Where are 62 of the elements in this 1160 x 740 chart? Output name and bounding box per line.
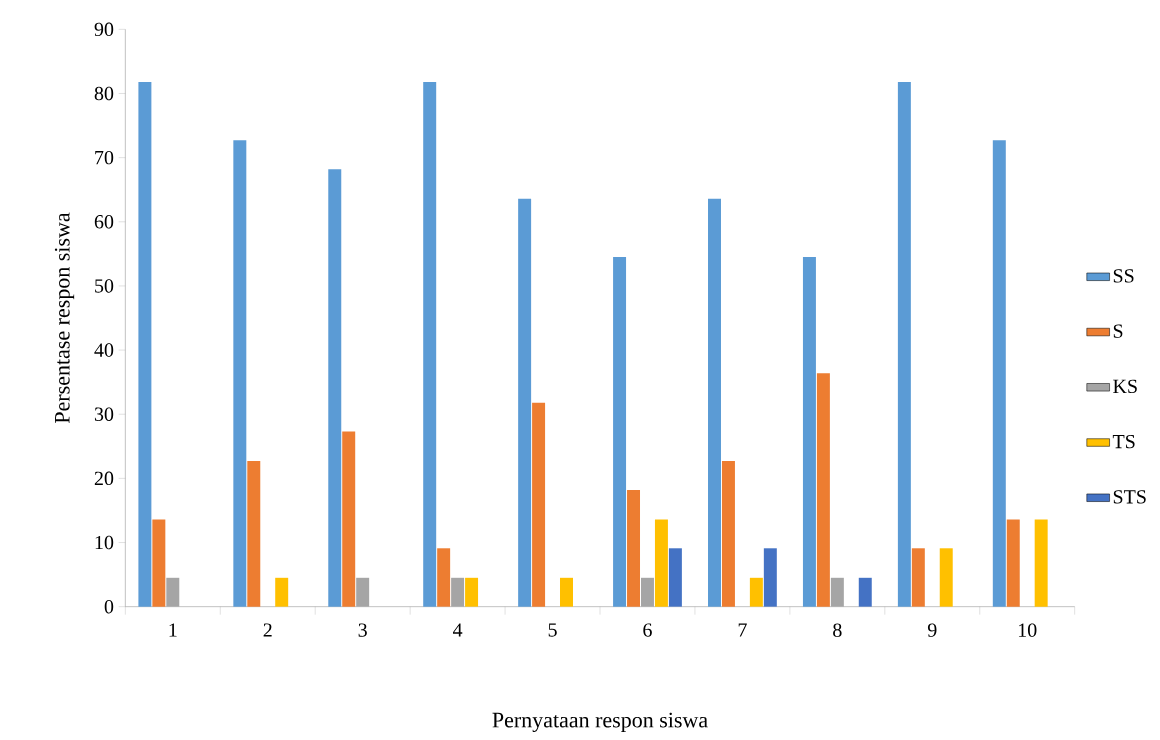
bar (763, 548, 777, 607)
bar (858, 577, 872, 607)
bar (1034, 519, 1048, 607)
legend-label: STS (1113, 490, 1146, 504)
x-tick-label: 1 (169, 623, 177, 637)
bar (560, 577, 573, 607)
x-axis-title: Pernyataan respon siswa (492, 712, 708, 733)
y-tick-label: 40 (94, 343, 114, 357)
bar (721, 461, 735, 607)
bar (152, 519, 166, 607)
bar (897, 81, 911, 607)
bar (654, 519, 668, 607)
bar (328, 169, 342, 607)
bar (911, 548, 925, 607)
legend-label: TS (1112, 434, 1135, 449)
bar (423, 81, 437, 607)
bar (356, 577, 370, 607)
bar (518, 198, 532, 607)
x-tick-label: 8 (833, 623, 842, 637)
y-tick-label: 0 (104, 599, 114, 614)
y-tick-label: 80 (94, 86, 114, 101)
bar (166, 577, 180, 607)
bar (816, 373, 830, 607)
x-tick-label: 3 (358, 623, 367, 637)
bar (613, 257, 627, 607)
x-tick-label: 10 (1018, 623, 1037, 637)
x-tick-label: 5 (548, 623, 557, 637)
x-tick-label: 4 (453, 623, 463, 637)
y-tick-label: 50 (95, 279, 114, 293)
legend-label: S (1113, 324, 1123, 338)
bar (992, 140, 1006, 607)
y-tick-label: 10 (95, 535, 114, 550)
y-tick-label: 20 (94, 471, 114, 486)
bar (247, 461, 261, 607)
bar (532, 402, 546, 607)
y-axis-title: Persentase respon siswa (54, 212, 75, 424)
bar (640, 577, 654, 607)
x-tick-label: 7 (738, 623, 747, 637)
bar (465, 577, 479, 607)
bar (939, 548, 953, 607)
x-tick-label: 2 (263, 623, 272, 637)
legend-label: KS (1113, 379, 1137, 394)
bar (627, 489, 641, 607)
bar (749, 577, 763, 607)
bar (451, 577, 465, 607)
bar (233, 140, 247, 607)
bar (275, 577, 289, 607)
bar (138, 81, 152, 607)
bar (342, 431, 356, 607)
y-tick-label: 70 (95, 150, 114, 165)
bar (830, 577, 844, 607)
x-tick-label: 9 (927, 623, 937, 637)
bar (668, 548, 682, 607)
x-tick-label: 6 (643, 623, 652, 637)
bar (1006, 519, 1020, 607)
y-tick-label: 90 (94, 22, 114, 37)
y-tick-label: 30 (94, 407, 114, 421)
legend-label: SS (1113, 269, 1134, 283)
bar (708, 198, 721, 607)
bar (437, 548, 451, 607)
bar (802, 257, 816, 607)
y-tick-label: 60 (94, 215, 114, 229)
